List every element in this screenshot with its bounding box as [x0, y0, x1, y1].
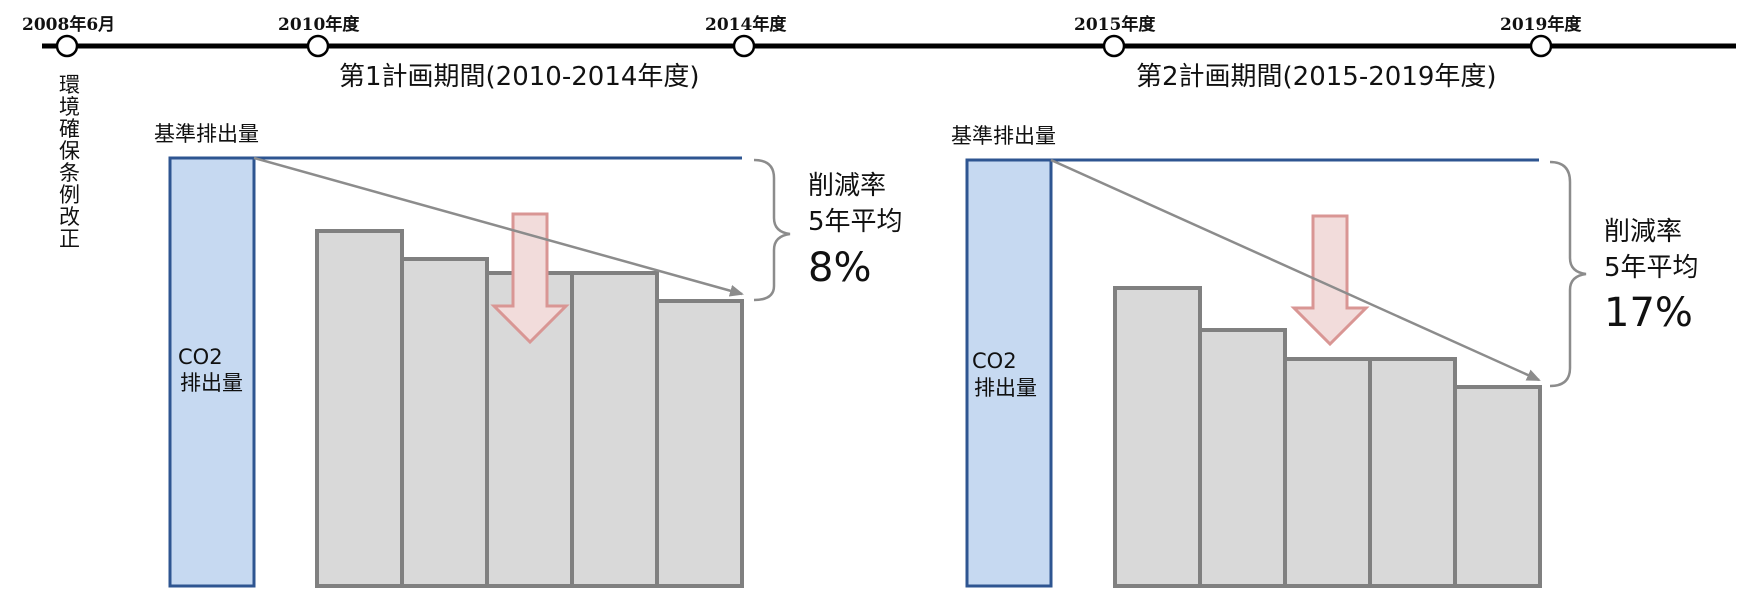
period-1-rate-label-line1: 削減率 — [808, 171, 886, 201]
period-1-title: 第1計画期間(2010-2014年度) — [339, 62, 700, 92]
timeline: 2008年6月 2010年度 2014年度 2015年度 2019年度 環 境 … — [22, 14, 1736, 251]
period-2-baseline-label: 基準排出量 — [951, 124, 1056, 148]
period-2-bar-2019 — [1453, 385, 1542, 588]
period-1-baseline-bar — [168, 156, 256, 588]
period-2: 第2計画期間(2015-2019年度) 基準排出量 CO2 排出量 削減率 5年… — [951, 62, 1699, 588]
period-1-baseline-label: 基準排出量 — [154, 122, 259, 146]
note-char: 確 — [59, 117, 80, 141]
note-char: 例 — [59, 183, 80, 207]
period-1-reduction-arrow — [490, 212, 570, 345]
timeline-label-2008: 2008年6月 — [22, 14, 115, 35]
timeline-label-2019: 2019年度 — [1500, 14, 1582, 35]
period-1-trend-arrow — [253, 156, 744, 297]
period-2-bar-label-line1: CO2 — [972, 349, 1017, 373]
timeline-node-2008 — [55, 34, 79, 58]
period-1-bar-2013 — [570, 271, 659, 588]
period-1-bar-2011 — [400, 257, 489, 588]
period-2-baseline-bar — [965, 158, 1053, 588]
timeline-node-2019 — [1529, 34, 1553, 58]
timeline-node-2014 — [732, 34, 756, 58]
timeline-label-2015: 2015年度 — [1074, 14, 1156, 35]
period-1-bar-2010 — [315, 229, 404, 588]
note-char: 保 — [59, 139, 80, 163]
ordinance-revision-note: 環 境 確 保 条 例 改 正 — [59, 73, 80, 251]
period-2-bar-2017 — [1283, 357, 1372, 588]
timeline-node-2015 — [1102, 34, 1126, 58]
timeline-node-2010 — [306, 34, 330, 58]
period-2-bar-2016 — [1198, 328, 1287, 588]
period-2-title: 第2計画期間(2015-2019年度) — [1136, 62, 1497, 92]
note-char: 改 — [59, 205, 80, 229]
period-1: 第1計画期間(2010-2014年度) 基準排出量 CO2 排出量 削減率 5年… — [154, 62, 903, 588]
period-2-bar-label-line2: 排出量 — [974, 376, 1037, 400]
note-char: 環 — [59, 73, 80, 97]
period-1-brace — [753, 158, 791, 302]
timeline-label-2014: 2014年度 — [705, 14, 787, 35]
timeline-label-2010: 2010年度 — [278, 14, 360, 35]
period-2-reduction-arrow — [1290, 214, 1370, 347]
note-char: 正 — [59, 227, 80, 251]
period-2-trend-arrow — [1050, 158, 1541, 382]
period-1-bar-label-line1: CO2 — [178, 345, 223, 369]
period-2-brace — [1549, 160, 1587, 388]
period-2-rate-value: 17% — [1604, 290, 1693, 336]
note-char: 条 — [59, 161, 80, 185]
period-1-bar-2014 — [655, 299, 744, 588]
note-char: 境 — [59, 95, 80, 119]
period-1-bar-label-line2: 排出量 — [180, 371, 243, 395]
period-1-rate-label-line2: 5年平均 — [808, 207, 903, 237]
period-1-rate-value: 8% — [808, 245, 871, 291]
period-2-rate-label-line2: 5年平均 — [1604, 253, 1699, 283]
period-2-bar-2018 — [1368, 357, 1457, 588]
period-2-rate-label-line1: 削減率 — [1604, 217, 1682, 247]
period-2-bar-2015 — [1113, 286, 1202, 588]
